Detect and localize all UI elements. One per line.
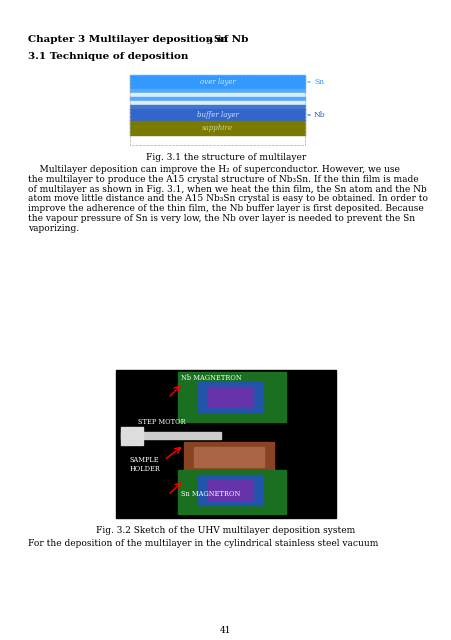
Bar [178,470,285,514]
Bar [130,97,304,101]
Bar [130,101,304,105]
Bar [198,475,262,505]
Text: Sn: Sn [313,78,323,86]
Text: sapphire: sapphire [202,124,232,132]
Bar [193,447,263,467]
Bar [184,442,273,472]
Text: improve the adherence of the thin film, the Nb buffer layer is first deposited. : improve the adherence of the thin film, … [28,204,423,213]
Text: 3.1 Technique of deposition: 3.1 Technique of deposition [28,52,188,61]
Bar [207,480,253,500]
Bar [130,93,304,97]
Text: Sn MAGNETRON: Sn MAGNETRON [180,490,240,498]
Text: vaporizing.: vaporizing. [28,224,79,233]
Text: SAMPLE: SAMPLE [130,456,159,464]
Bar [121,427,143,445]
Text: Sn: Sn [212,35,227,44]
Text: Fig. 3.2 Sketch of the UHV multilayer deposition system: Fig. 3.2 Sketch of the UHV multilayer de… [96,526,355,535]
Bar [121,432,221,439]
Bar [130,109,304,121]
Bar [130,121,304,135]
Text: atom move little distance and the A15 Nb₃Sn crystal is easy to be obtained. In o: atom move little distance and the A15 Nb… [28,195,427,204]
Text: 41: 41 [220,626,231,635]
Bar [130,75,304,145]
Bar [207,387,253,407]
Text: 3: 3 [206,38,211,47]
Bar [130,75,304,89]
Text: Chapter 3 Multilayer deposition of Nb: Chapter 3 Multilayer deposition of Nb [28,35,248,44]
Text: Multilayer deposition can improve the H₂ of superconductor. However, we use: Multilayer deposition can improve the H₂… [28,165,399,174]
Text: Fig. 3.1 the structure of multilayer: Fig. 3.1 the structure of multilayer [146,153,305,162]
Text: the vapour pressure of Sn is very low, the Nb over layer is needed to prevent th: the vapour pressure of Sn is very low, t… [28,214,414,223]
Bar [116,370,335,518]
Bar [130,89,304,93]
Bar [198,382,262,412]
Text: Nb: Nb [313,111,325,119]
Text: of multilayer as shown in Fig. 3.1, when we heat the thin film, the Sn atom and : of multilayer as shown in Fig. 3.1, when… [28,184,426,193]
Bar [178,372,285,422]
Text: For the deposition of the multilayer in the cylindrical stainless steel vacuum: For the deposition of the multilayer in … [28,539,377,548]
Text: over layer: over layer [199,78,235,86]
Text: Nb MAGNETRON: Nb MAGNETRON [180,374,241,382]
Text: STEP MOTOR: STEP MOTOR [138,418,185,426]
Text: HOLDER: HOLDER [130,465,161,473]
Bar [130,105,304,109]
Text: buffer layer: buffer layer [196,111,238,119]
Text: the multilayer to produce the A15 crystal structure of Nb₃Sn. If the thin film i: the multilayer to produce the A15 crysta… [28,175,418,184]
